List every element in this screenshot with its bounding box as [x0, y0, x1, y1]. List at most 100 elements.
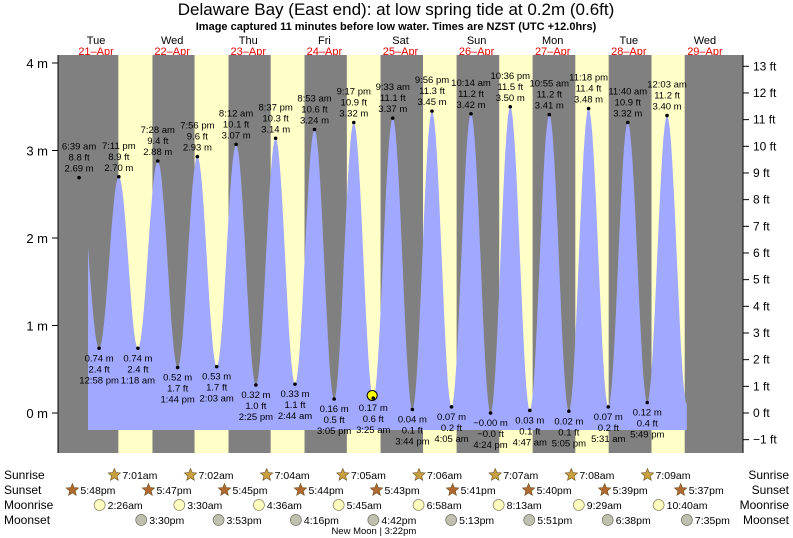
sunset-time: 5:48pm: [80, 485, 115, 497]
moonset-icon: [367, 514, 380, 526]
high-tide-metres: 3.32 m: [613, 109, 642, 120]
right-tick-label: 8 ft: [753, 193, 770, 207]
low-tide-time: 12:58 pm: [79, 375, 119, 386]
high-tide-metres: 3.41 m: [535, 101, 564, 112]
low-tide-point: [371, 396, 376, 400]
moonset-time: 5:51pm: [537, 515, 572, 527]
low-tide-feet: 1.0 ft: [245, 401, 266, 412]
low-tide-feet: 1.1 ft: [284, 400, 305, 411]
sunrise-time: 7:01am: [122, 470, 157, 482]
high-tide-point: [273, 136, 278, 141]
sunset-icon: [217, 482, 232, 496]
moonrise-icon: [412, 499, 425, 511]
low-tide-metres: 0.32 m: [241, 390, 270, 401]
high-tide-point: [117, 174, 121, 179]
high-tide-feet: 11.2 ft: [654, 91, 680, 102]
high-tide-feet: 11.1 ft: [380, 93, 406, 104]
low-tide-point: [606, 405, 611, 409]
high-tide-time: 8:53 am: [297, 94, 331, 105]
low-tide-feet: 0.2 ft: [441, 423, 462, 434]
moonrise-time: 6:58am: [427, 500, 462, 512]
high-tide-point: [430, 109, 434, 113]
moonset-time: 3:53pm: [227, 515, 262, 527]
high-tide-point: [469, 111, 473, 116]
low-tide-time: 2:25 pm: [239, 412, 273, 423]
left-tick-label: 0 m: [26, 406, 48, 421]
moonset-icon: [681, 514, 693, 526]
sunset-icon: [521, 482, 536, 496]
sunset-time: 5:43pm: [385, 485, 420, 497]
low-tide-metres: −0.00 m: [473, 418, 508, 429]
low-tide-metres: 0.12 m: [633, 408, 662, 419]
low-tide-metres: 0.74 m: [123, 353, 152, 364]
sunset-time: 5:44pm: [309, 485, 344, 497]
low-tide-point: [136, 346, 140, 351]
low-tide-metres: 0.07 m: [594, 412, 623, 423]
high-tide-point: [77, 175, 81, 180]
sunset-row-label-left: Sunset: [4, 483, 42, 497]
moonrise-time: 2:26am: [108, 500, 143, 512]
sunrise-time: 7:05am: [351, 470, 386, 482]
sunrise-time: 7:02am: [199, 470, 234, 482]
high-tide-metres: 2.93 m: [183, 143, 212, 154]
right-tick-label: 4 ft: [753, 299, 770, 313]
low-tide-metres: 0.52 m: [163, 373, 192, 384]
high-tide-feet: 10.3 ft: [262, 113, 289, 124]
low-tide-feet: 0.4 ft: [637, 419, 658, 430]
moonset-icon: [135, 514, 148, 526]
high-tide-feet: 11.2 ft: [458, 89, 484, 100]
low-tide-time: 4:05 am: [434, 434, 468, 445]
high-tide-time: 9:17 pm: [337, 87, 371, 98]
moonrise-row-label-left: Moonrise: [4, 498, 54, 512]
right-tick-label: 9 ft: [753, 166, 770, 180]
sunrise-icon: [259, 467, 274, 481]
low-tide-time: 4:47 am: [513, 437, 547, 448]
moonrise-icon: [652, 499, 665, 511]
high-tide-metres: 3.24 m: [300, 116, 329, 127]
day-name: Sat: [392, 35, 409, 47]
day-name: Tue: [620, 35, 639, 47]
high-tide-metres: 3.37 m: [378, 104, 407, 115]
sunrise-icon: [640, 467, 655, 481]
sunrise-time: 7:07am: [503, 470, 538, 482]
sunrise-icon: [412, 467, 426, 481]
day-name: Sun: [467, 35, 487, 47]
high-tide-time: 12:03 am: [647, 80, 687, 91]
low-tide-time: 3:44 pm: [395, 437, 429, 448]
high-tide-point: [390, 116, 395, 120]
high-tide-time: 11:40 am: [608, 87, 647, 98]
sunset-time: 5:39pm: [613, 485, 648, 497]
high-tide-time: 10:14 am: [451, 78, 491, 89]
low-tide-point: [214, 364, 219, 369]
low-tide-time: 3:25 am: [356, 425, 390, 436]
right-tick-label: −1 ft: [753, 433, 777, 447]
right-tick-label: 0 ft: [753, 406, 770, 420]
sunrise-time: 7:08am: [579, 470, 614, 482]
sunrise-icon: [335, 467, 350, 481]
high-tide-time: 10:36 pm: [490, 71, 530, 82]
high-tide-metres: 2.69 m: [65, 164, 94, 175]
low-tide-metres: 0.16 m: [320, 404, 349, 415]
high-tide-time: 8:12 am: [219, 108, 253, 119]
low-tide-point: [567, 409, 571, 414]
right-tick-label: 2 ft: [753, 353, 770, 367]
moonrise-icon: [173, 499, 186, 511]
high-tide-feet: 8.8 ft: [69, 153, 90, 164]
sunset-row-label-right: Sunset: [752, 483, 790, 497]
high-tide-point: [195, 154, 200, 159]
moonrise-time: 8:13am: [507, 500, 542, 512]
high-tide-metres: 3.14 m: [261, 124, 290, 135]
moonrise-time: 3:30am: [187, 500, 222, 512]
high-tide-point: [508, 104, 513, 109]
low-tide-time: 2:03 am: [200, 394, 234, 405]
low-tide-feet: 1.7 ft: [167, 384, 188, 395]
day-name: Wed: [161, 35, 183, 47]
right-tick-label: 3 ft: [753, 326, 770, 340]
day-name: Tue: [87, 35, 106, 47]
low-tide-time: 1:44 pm: [160, 395, 194, 406]
sunset-icon: [445, 482, 460, 496]
left-tick-label: 4 m: [26, 56, 48, 71]
moonset-icon: [445, 514, 457, 526]
